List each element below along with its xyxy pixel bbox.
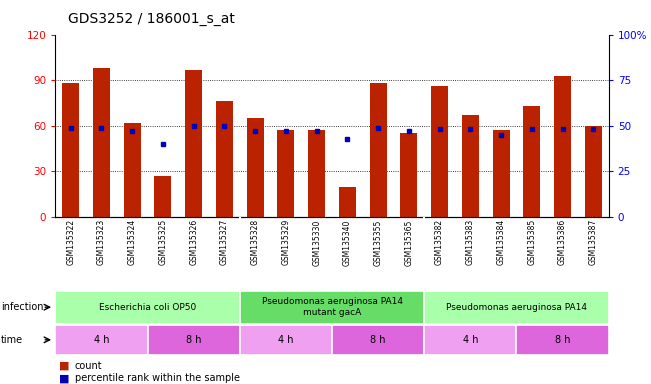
Bar: [462, 115, 478, 217]
Text: GSM135325: GSM135325: [158, 219, 167, 265]
Text: GSM135328: GSM135328: [251, 219, 260, 265]
Bar: [124, 123, 141, 217]
Text: GSM135327: GSM135327: [220, 219, 229, 265]
Bar: [308, 130, 325, 217]
Text: 8 h: 8 h: [186, 335, 201, 345]
Bar: [516, 325, 609, 354]
Bar: [332, 325, 424, 354]
Text: GSM135324: GSM135324: [128, 219, 137, 265]
Bar: [148, 325, 240, 354]
Text: GSM135330: GSM135330: [312, 219, 321, 265]
Bar: [424, 291, 609, 324]
Bar: [216, 101, 233, 217]
Text: Escherichia coli OP50: Escherichia coli OP50: [99, 303, 196, 312]
Text: GSM135323: GSM135323: [97, 219, 106, 265]
Text: 4 h: 4 h: [94, 335, 109, 345]
Text: 4 h: 4 h: [278, 335, 294, 345]
Text: GSM135387: GSM135387: [589, 219, 598, 265]
Text: ■: ■: [59, 361, 69, 371]
Bar: [424, 325, 516, 354]
Bar: [554, 76, 571, 217]
Bar: [186, 70, 202, 217]
Bar: [339, 187, 356, 217]
Text: GSM135340: GSM135340: [343, 219, 352, 265]
Bar: [370, 83, 387, 217]
Bar: [62, 83, 79, 217]
Bar: [431, 86, 448, 217]
Bar: [493, 130, 510, 217]
Text: GSM135329: GSM135329: [281, 219, 290, 265]
Text: GSM135384: GSM135384: [497, 219, 506, 265]
Bar: [154, 176, 171, 217]
Text: ■: ■: [59, 373, 69, 383]
Bar: [55, 291, 240, 324]
Bar: [523, 106, 540, 217]
Text: count: count: [75, 361, 102, 371]
Bar: [400, 133, 417, 217]
Text: GDS3252 / 186001_s_at: GDS3252 / 186001_s_at: [68, 12, 235, 25]
Text: 8 h: 8 h: [370, 335, 386, 345]
Text: infection: infection: [1, 302, 43, 312]
Text: 4 h: 4 h: [463, 335, 478, 345]
Text: GSM135383: GSM135383: [466, 219, 475, 265]
Text: GSM135326: GSM135326: [189, 219, 198, 265]
Text: GSM135355: GSM135355: [374, 219, 383, 265]
Text: GSM135365: GSM135365: [404, 219, 413, 265]
Bar: [93, 68, 110, 217]
Text: GSM135385: GSM135385: [527, 219, 536, 265]
Text: 8 h: 8 h: [555, 335, 570, 345]
Bar: [240, 291, 424, 324]
Bar: [55, 325, 148, 354]
Bar: [585, 126, 602, 217]
Bar: [277, 130, 294, 217]
Text: GSM135382: GSM135382: [435, 219, 444, 265]
Text: Pseudomonas aeruginosa PA14
mutant gacA: Pseudomonas aeruginosa PA14 mutant gacA: [262, 298, 402, 317]
Text: GSM135322: GSM135322: [66, 219, 76, 265]
Bar: [240, 325, 332, 354]
Text: time: time: [1, 335, 23, 345]
Text: percentile rank within the sample: percentile rank within the sample: [75, 373, 240, 383]
Bar: [247, 118, 264, 217]
Text: Pseudomonas aeruginosa PA14: Pseudomonas aeruginosa PA14: [446, 303, 587, 312]
Text: GSM135386: GSM135386: [558, 219, 567, 265]
